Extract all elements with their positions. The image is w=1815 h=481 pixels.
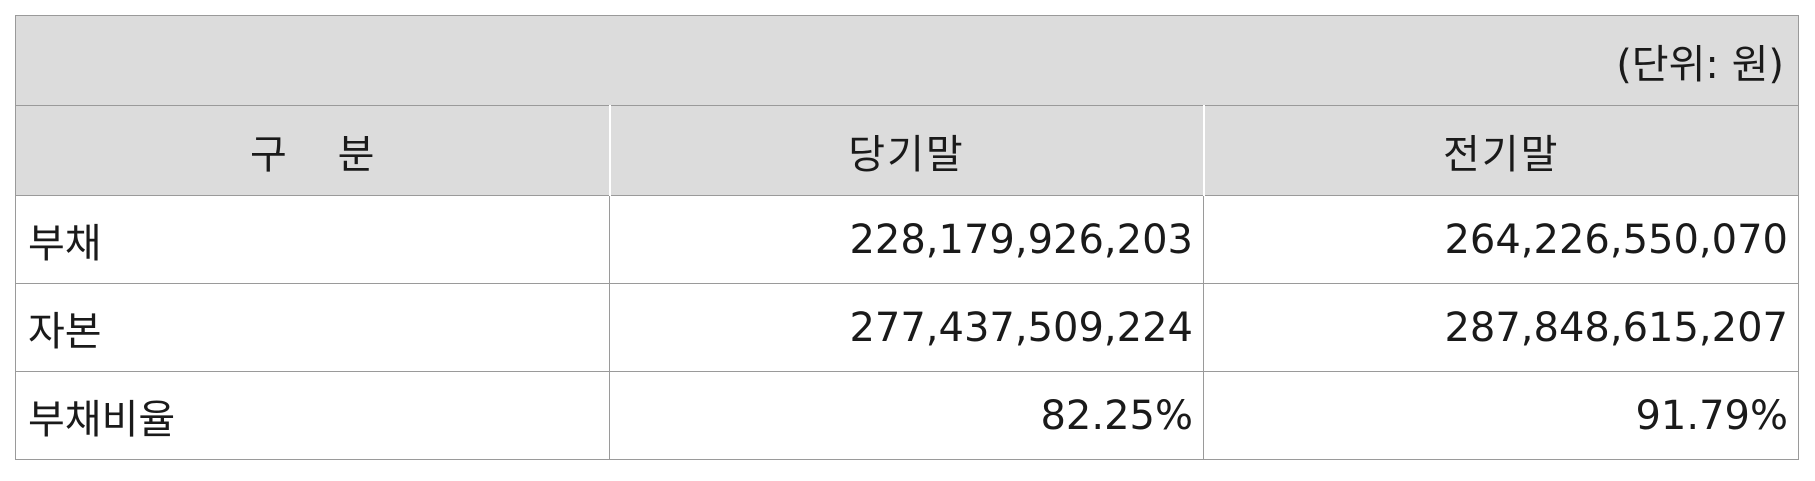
- table-row-liabilities: 부채 228,179,926,203 264,226,550,070: [15, 195, 1799, 284]
- header-category: 구 분: [15, 105, 610, 196]
- header-previous-period: 전기말: [1202, 105, 1799, 196]
- current-value: 82.25%: [609, 371, 1204, 460]
- table-row-equity: 자본 277,437,509,224 287,848,615,207: [15, 283, 1799, 372]
- header-current-period: 당기말: [608, 105, 1204, 196]
- previous-value: 287,848,615,207: [1203, 283, 1799, 372]
- unit-label: (단위: 원): [15, 15, 1799, 106]
- previous-value: 264,226,550,070: [1203, 195, 1799, 284]
- current-value: 277,437,509,224: [609, 283, 1204, 372]
- row-label: 부채: [15, 195, 610, 284]
- debt-ratio-table: (단위: 원) 구 분 당기말 전기말 부채 228,179,926,203 2…: [15, 15, 1799, 460]
- financial-table-container: (단위: 원) 구 분 당기말 전기말 부채 228,179,926,203 2…: [15, 15, 1799, 460]
- previous-value: 91.79%: [1203, 371, 1799, 460]
- header-row: 구 분 당기말 전기말: [15, 105, 1799, 196]
- row-label: 부채비율: [15, 371, 610, 460]
- unit-row: (단위: 원): [15, 15, 1799, 106]
- current-value: 228,179,926,203: [609, 195, 1204, 284]
- table-row-debt-ratio: 부채비율 82.25% 91.79%: [15, 371, 1799, 460]
- row-label: 자본: [15, 283, 610, 372]
